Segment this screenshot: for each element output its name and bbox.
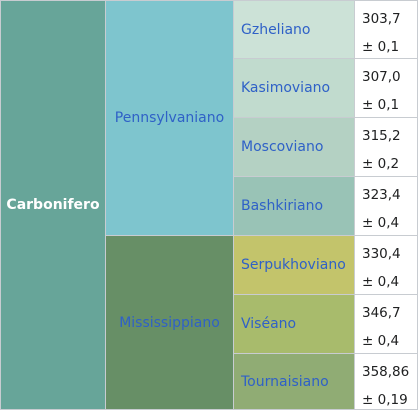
stage-tournaisiano-link[interactable]: Tournaisiano <box>241 373 329 390</box>
age-kasimoviano-cell: 307,0 ± 0,1 <box>354 58 418 118</box>
stage-bashkiriano-link[interactable]: Bashkiriano <box>241 198 324 214</box>
age-uncertainty: ± 0,2 <box>362 156 400 172</box>
age-uncertainty: ± 0,1 <box>362 39 400 55</box>
age-value: 330,4 <box>362 246 401 262</box>
age-value: 315,2 <box>362 128 401 144</box>
stage-moscoviano-link[interactable]: Moscoviano <box>241 139 324 155</box>
stage-viseano-cell: Viséano <box>233 294 355 354</box>
epoch-mississippiano-cell: Mississippiano <box>105 235 234 410</box>
epoch-pennsylvaniano-link[interactable]: Pennsylvaniano <box>114 110 225 126</box>
age-uncertainty: ± 0,19 <box>362 392 408 408</box>
stage-serpukhoviano-cell: Serpukhoviano <box>233 235 355 295</box>
age-moscoviano-cell: 315,2 ± 0,2 <box>354 117 418 177</box>
stage-gzheliano-link[interactable]: Gzheliano <box>241 21 311 38</box>
stage-bashkiriano-cell: Bashkiriano <box>233 176 355 236</box>
age-gzheliano-cell: 303,7 ± 0,1 <box>354 0 418 59</box>
period-carbonifero-cell: Carbonifero <box>0 0 106 410</box>
age-value: 346,7 <box>362 305 401 321</box>
age-value: 323,4 <box>362 187 401 203</box>
age-uncertainty: ± 0,4 <box>362 215 400 231</box>
age-value: 307,0 <box>362 69 401 85</box>
epoch-mississippiano-link[interactable]: Mississippiano <box>119 314 220 331</box>
stage-moscoviano-cell: Moscoviano <box>233 117 355 177</box>
stage-viseano-link[interactable]: Viséano <box>241 316 297 332</box>
age-tournaisiano-cell: 358,86 ± 0,19 <box>354 353 418 410</box>
age-bashkiriano-cell: 323,4 ± 0,4 <box>354 176 418 236</box>
stage-gzheliano-cell: Gzheliano <box>233 0 355 59</box>
stage-serpukhoviano-link[interactable]: Serpukhoviano <box>241 257 346 273</box>
age-uncertainty: ± 0,4 <box>362 274 400 290</box>
age-uncertainty: ± 0,1 <box>362 97 400 113</box>
age-value: 303,7 <box>362 11 401 27</box>
age-uncertainty: ± 0,4 <box>362 333 400 349</box>
epoch-pennsylvaniano-cell: Pennsylvaniano <box>105 0 234 236</box>
age-serpukhoviano-cell: 330,4 ± 0,4 <box>354 235 418 295</box>
stage-kasimoviano-cell: Kasimoviano <box>233 58 355 118</box>
stage-kasimoviano-link[interactable]: Kasimoviano <box>241 80 331 96</box>
period-label: Carbonifero <box>6 197 100 213</box>
stage-tournaisiano-cell: Tournaisiano <box>233 353 355 410</box>
age-viseano-cell: 346,7 ± 0,4 <box>354 294 418 354</box>
age-value: 358,86 <box>362 364 410 380</box>
